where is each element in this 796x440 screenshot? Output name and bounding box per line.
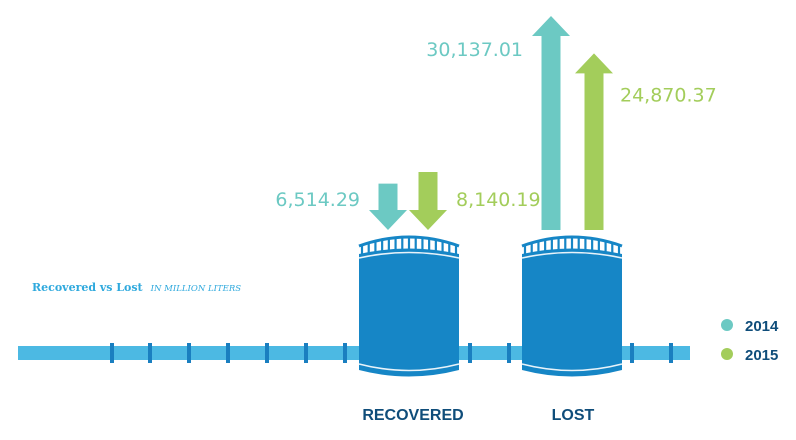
chart-title-main: Recovered vs Lost (32, 281, 144, 294)
pipeline-joint (468, 343, 472, 363)
arrow-recovered-2015 (409, 172, 447, 230)
category-label-recovered: RECOVERED (362, 407, 463, 424)
data-arrows (369, 16, 613, 230)
tank-body (522, 248, 622, 377)
pipeline-joint (226, 343, 230, 363)
legend-swatch-2014 (721, 319, 733, 331)
legend: 2014 2015 (721, 318, 779, 364)
oil-tank-lost (521, 235, 623, 377)
arrow-recovered-2014 (369, 183, 407, 230)
arrow-lost-2015 (575, 53, 613, 230)
pipeline-joint (630, 343, 634, 363)
pipeline-joint (265, 343, 269, 363)
pipeline-joints (110, 343, 673, 363)
value-label-recovered-2015: 8,140.19 (456, 189, 541, 211)
pipeline-joint (304, 343, 308, 363)
category-label-lost: LOST (552, 407, 595, 424)
chart-title: Recovered vs Lost IN MILLION LITERS (32, 278, 241, 295)
arrow-lost-2014 (532, 16, 570, 230)
tank-body (359, 248, 459, 377)
pipeline-joint (148, 343, 152, 363)
oil-tank-recovered (358, 235, 460, 377)
value-label-lost-2014: 30,137.01 (426, 39, 523, 61)
value-labels: 6,514.29 8,140.19 30,137.01 24,870.37 (275, 39, 716, 211)
pipeline-joint (669, 343, 673, 363)
legend-swatch-2015 (721, 348, 733, 360)
pipeline-joint (507, 343, 511, 363)
oil-tank-icon (358, 235, 623, 377)
pipeline-joint (187, 343, 191, 363)
legend-label-2014: 2014 (745, 318, 779, 335)
value-label-recovered-2014: 6,514.29 (275, 189, 360, 211)
pipeline-joint (343, 343, 347, 363)
legend-label-2015: 2015 (745, 347, 778, 364)
chart-title-unit: IN MILLION LITERS (150, 284, 242, 294)
value-label-lost-2015: 24,870.37 (620, 84, 717, 106)
pipeline-joint (110, 343, 114, 363)
